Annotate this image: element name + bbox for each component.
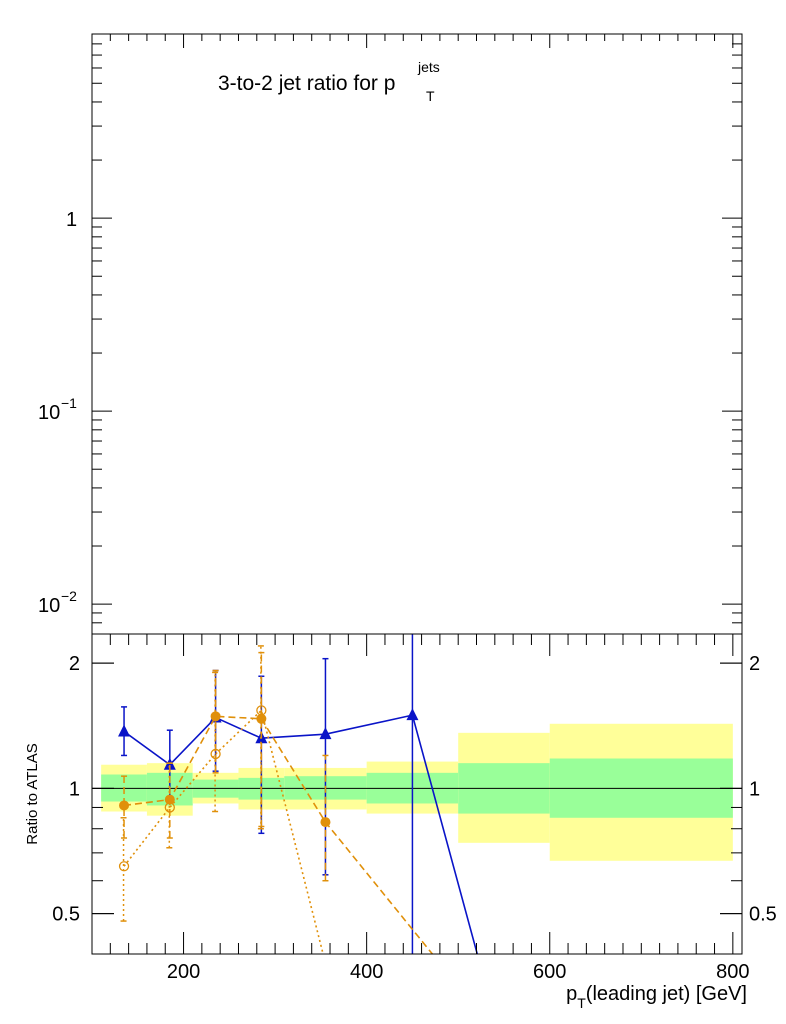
ratio-y-axis-label: Ratio to ATLAS — [24, 743, 41, 844]
x-tick-label: 600 — [533, 961, 566, 983]
ratio-y-tick-label-right: 1 — [749, 778, 760, 800]
top-y-tick-label: 10 — [38, 402, 60, 424]
chart-title-subscript: T — [426, 88, 435, 104]
top-y-tick-label: 1 — [66, 209, 77, 231]
data-point-filled-circle — [320, 817, 331, 828]
x-axis-label: pT(leading jet) [GeV] — [566, 983, 747, 1011]
ratio-y-tick-label-left: 2 — [69, 653, 80, 675]
top-ticks — [91, 33, 742, 635]
top-y-tick-labels: 10 −210 −11 — [38, 209, 77, 617]
series-line — [123, 715, 434, 954]
data-point-open-circle — [164, 802, 175, 813]
top-y-tick-label-exponent: −1 — [61, 395, 77, 411]
ratio-y-tick-label-left: 1 — [69, 778, 80, 800]
top-y-tick-label: 10 — [38, 595, 60, 617]
series-layer — [118, 634, 479, 954]
top-panel: 10 −210 −11 3-to-2 jet ratio for p T jets — [38, 33, 743, 635]
x-tick-labels: 200 400 600 800 — [167, 961, 750, 983]
data-point-triangle — [319, 727, 332, 740]
ratio-ticks — [91, 634, 742, 955]
top-y-tick-label-exponent: −2 — [61, 588, 77, 604]
ratio-panel: 0.5 0.5 1 1 2 2 200 400 600 800 Ratio to ATLAS p… — [24, 633, 777, 1011]
chart-title-superscript: jets — [417, 59, 440, 75]
series-line — [123, 708, 324, 954]
series-line — [123, 714, 479, 954]
chart-title: 3-to-2 jet ratio for p — [218, 72, 395, 95]
x-axis-label-sub: T — [577, 995, 586, 1011]
ratio-y-tick-labels: 0.5 0.5 1 1 2 2 — [52, 653, 777, 926]
data-point-triangle — [406, 708, 419, 721]
ratio-y-tick-label-left: 0.5 — [52, 904, 80, 926]
data-point-open-circle — [210, 748, 221, 760]
series-clipped — [118, 634, 479, 954]
data-point-open-circle — [256, 705, 267, 716]
ratio-panel-frame — [91, 633, 743, 955]
ratio-y-tick-label-right: 2 — [749, 653, 760, 675]
data-point-filled-circle — [256, 713, 267, 724]
top-panel-frame — [91, 33, 743, 635]
ratio-y-tick-label-right: 0.5 — [749, 904, 777, 926]
data-point-filled-circle — [119, 800, 130, 811]
x-axis-label-rest: (leading jet) [GeV] — [586, 983, 747, 1005]
data-point-open-circle — [118, 861, 130, 872]
chart-title-main: 3-to-2 jet ratio for p — [218, 72, 395, 95]
uncertainty-bands — [101, 723, 733, 861]
x-axis-label-main: p — [566, 983, 577, 1005]
data-point-triangle — [118, 724, 131, 737]
x-tick-label: 200 — [167, 961, 200, 983]
data-point-filled-circle — [164, 794, 175, 805]
x-tick-label: 800 — [716, 961, 749, 983]
x-tick-label: 400 — [350, 961, 383, 983]
